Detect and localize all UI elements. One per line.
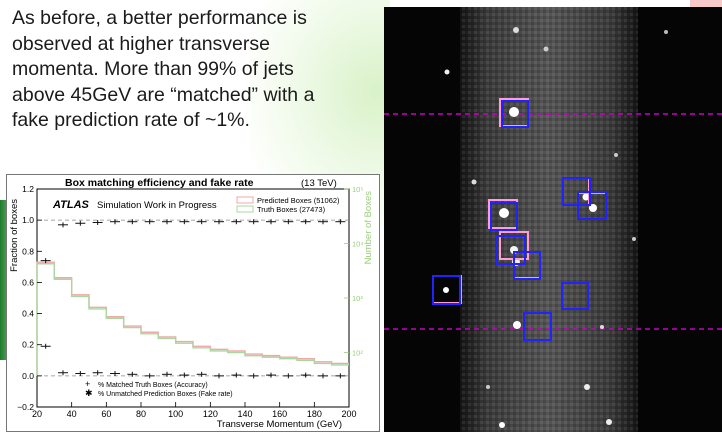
right-tick-label: 10⁵ — [352, 185, 363, 194]
x-tick-label: 40 — [67, 409, 77, 419]
energy-deposit — [509, 107, 519, 117]
slide-text-line: momenta. More than 99% of jets — [12, 58, 294, 81]
detector-svg — [384, 7, 722, 432]
legend-truth-swatch — [236, 205, 254, 213]
x-tick-label: 200 — [341, 409, 356, 419]
truth-box — [561, 282, 589, 310]
energy-deposit — [499, 422, 505, 428]
truth-box — [490, 202, 518, 231]
energy-label: (13 TeV) — [301, 178, 337, 189]
energy-deposit — [600, 325, 604, 329]
truth-box — [496, 235, 526, 265]
atlas-sublabel: Simulation Work in Progress — [97, 200, 217, 211]
truth-box — [523, 312, 552, 341]
y-tick-label: 0.6 — [22, 277, 34, 287]
chart-title: Box matching efficiency and fake rate — [65, 177, 254, 189]
x-tick-label: 100 — [168, 409, 183, 419]
energy-deposit — [543, 46, 549, 52]
slide-text-line: above 45GeV are “matched” with a — [12, 83, 315, 106]
detector-image — [384, 7, 722, 432]
truth-histogram — [36, 263, 349, 376]
energy-deposit — [444, 69, 450, 75]
y-tick-label: −0.2 — [17, 402, 34, 412]
y-tick-label: 0.8 — [22, 246, 34, 256]
x-tick-label: 80 — [136, 409, 146, 419]
efficiency-chart-svg: Box matching efficiency and fake rate (1… — [9, 177, 374, 430]
legend-accuracy-marker: + — [85, 379, 90, 389]
y-tick-label: 0.2 — [22, 340, 34, 350]
truth-box — [513, 251, 541, 280]
slide-text-line: observed at higher transverse — [12, 32, 270, 55]
energy-deposit — [606, 419, 612, 425]
energy-deposit — [664, 30, 668, 34]
energy-deposit — [614, 153, 618, 157]
y-tick-label: 0.4 — [22, 309, 34, 319]
energy-deposit — [499, 208, 509, 218]
energy-deposit — [513, 321, 521, 329]
truth-box — [577, 191, 607, 220]
x-tick-label: 120 — [203, 409, 218, 419]
y-tick-label: 0.0 — [22, 371, 34, 381]
right-tick-label: 10⁴ — [352, 240, 364, 249]
atlas-label: ATLAS — [52, 199, 90, 211]
right-tick-label: 10² — [352, 349, 363, 358]
energy-deposit — [513, 27, 519, 33]
energy-deposit — [582, 193, 590, 201]
predicted-histogram — [36, 261, 349, 376]
detector-noise — [460, 7, 638, 432]
y-tick-label: 1.2 — [22, 184, 34, 194]
legend-truth-label: Truth Boxes (27473) — [257, 205, 326, 214]
energy-deposit — [632, 237, 636, 241]
efficiency-plot: Box matching efficiency and fake rate (1… — [6, 174, 380, 432]
x-axis-label: Transverse Momentum (GeV) — [217, 419, 342, 430]
slide-text-line: fake prediction rate of ~1%. — [12, 109, 250, 132]
legend-fake-label: % Unmatched Prediction Boxes (Fake rate) — [98, 391, 233, 398]
truth-box — [501, 100, 529, 128]
x-tick-label: 20 — [32, 409, 42, 419]
energy-deposit — [486, 385, 490, 389]
x-tick-label: 180 — [307, 409, 322, 419]
slide-text-line: As before, a better performance is — [12, 7, 307, 29]
y-axis-label: Fraction of boxes — [9, 199, 20, 272]
x-tick-label: 140 — [237, 409, 252, 419]
legend-predicted-label: Predicted Boxes (51062) — [257, 196, 340, 205]
energy-deposit — [471, 179, 477, 185]
legend-predicted-swatch — [236, 196, 254, 204]
energy-deposit — [584, 384, 590, 390]
x-tick-label: 60 — [101, 409, 111, 419]
energy-deposit — [443, 287, 449, 293]
x-tick-label: 160 — [272, 409, 287, 419]
legend-fake-marker: ✱ — [85, 388, 93, 398]
y-tick-label: 1.0 — [22, 215, 34, 225]
right-tick-label: 10³ — [352, 294, 363, 303]
right-axis-label: Number of Boxes — [363, 191, 374, 265]
legend-accuracy-label: % Matched Truth Boxes (Accuracy) — [98, 382, 208, 389]
truth-box — [432, 275, 461, 305]
slide-text-block: As before, a better performance is obser… — [12, 6, 382, 134]
